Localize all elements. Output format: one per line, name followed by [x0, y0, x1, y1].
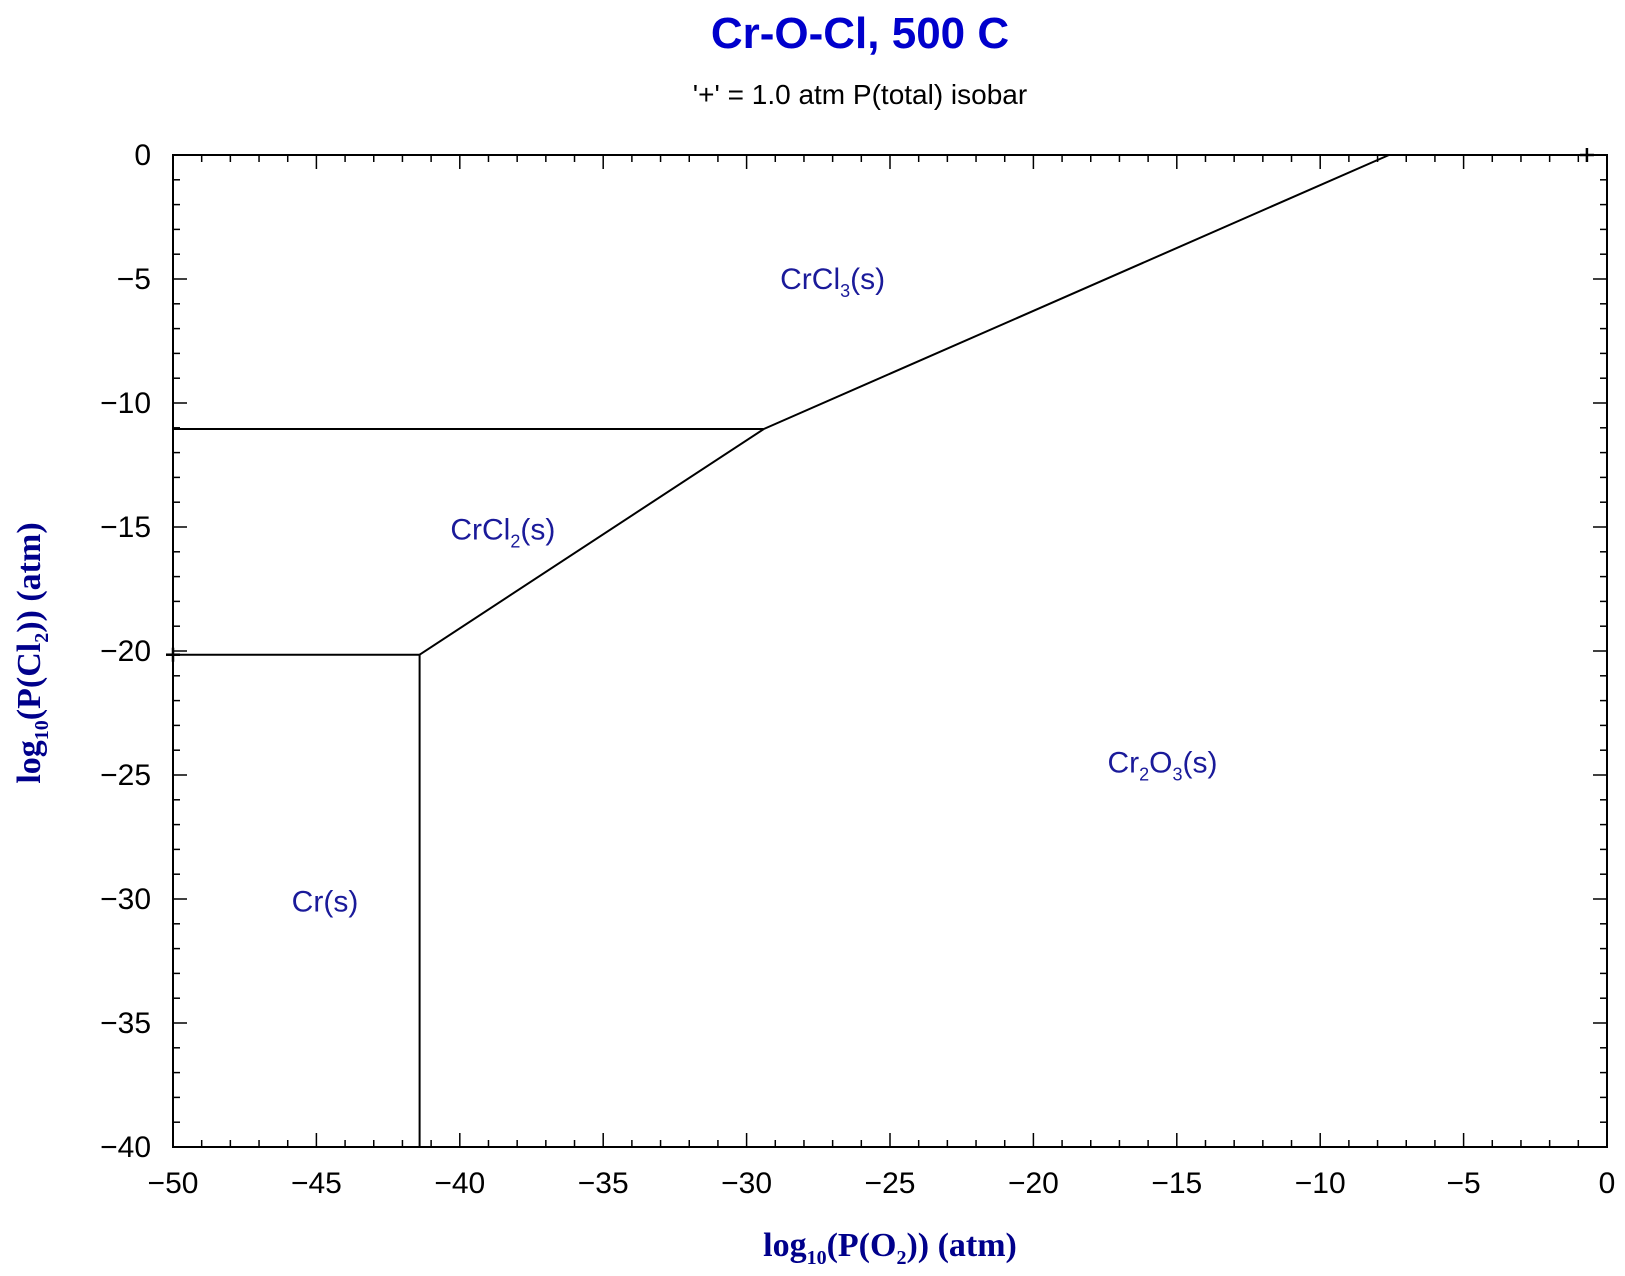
y-tick-label: −5 — [117, 263, 151, 296]
x-tick-label: −40 — [434, 1167, 485, 1200]
x-tick-label: −45 — [291, 1167, 342, 1200]
x-axis-label-post: )) (atm) — [906, 1227, 1016, 1264]
y-tick-label: −10 — [100, 387, 151, 420]
phase-boundaries — [173, 154, 1390, 1147]
x-axis-label-mid: (P(O — [827, 1227, 897, 1264]
y-tick-label: −20 — [100, 635, 151, 668]
x-axis-label: log10(P(O2)) (atm) — [763, 1227, 1017, 1269]
boundary-CrCl3-Cr2O3 — [763, 154, 1390, 430]
y-axis-label-sub2: 2 — [31, 633, 53, 643]
region-label: Cr(s) — [292, 885, 359, 918]
x-tick-label: −5 — [1446, 1167, 1480, 1200]
x-tick-label: −10 — [1295, 1167, 1346, 1200]
region-label: CrCl3(s) — [780, 263, 885, 301]
x-tick-label: −25 — [865, 1167, 916, 1200]
region-labels: CrCl3(s) CrCl2(s) Cr2O3(s) Cr(s) — [292, 263, 1218, 918]
x-axis-label-sub1: 10 — [807, 1247, 827, 1269]
y-tick-label: −35 — [100, 1007, 151, 1040]
isobar-plus-marker — [166, 647, 180, 662]
x-tick-label: −50 — [148, 1167, 199, 1200]
region-label: Cr2O3(s) — [1107, 747, 1217, 785]
tick-marks — [172, 154, 1608, 1148]
isobar-markers — [166, 148, 1594, 662]
y-axis-label-post: )) (atm) — [11, 522, 48, 632]
x-tick-label: −20 — [1008, 1167, 1059, 1200]
y-tick-label: 0 — [134, 139, 151, 172]
y-tick-label: −15 — [100, 511, 151, 544]
x-tick-labels: −50 −45 −40 −35 −30 −25 −20 −15 −10 −5 0 — [148, 1167, 1616, 1200]
x-tick-label: 0 — [1599, 1167, 1616, 1200]
y-axis-label: log10(P(Cl2)) (atm) — [11, 522, 53, 783]
x-tick-label: −30 — [721, 1167, 772, 1200]
x-axis-label-pre: log — [763, 1227, 806, 1264]
chart-title: Cr-O-Cl, 500 C — [711, 9, 1009, 58]
region-label: CrCl2(s) — [450, 513, 555, 551]
boundary-CrCl2-Cr2O3 — [419, 428, 765, 656]
y-axis-label-pre: log — [11, 740, 48, 783]
y-tick-label: −30 — [100, 883, 151, 916]
y-axis-label-sub1: 10 — [31, 720, 53, 740]
y-tick-label: −25 — [100, 759, 151, 792]
y-tick-label: −40 — [100, 1131, 151, 1164]
isobar-plus-marker — [1579, 148, 1594, 162]
plot-frame — [172, 154, 1608, 1148]
chart-subtitle: '+' = 1.0 atm P(total) isobar — [693, 79, 1027, 110]
x-tick-label: −15 — [1151, 1167, 1202, 1200]
y-axis-label-mid: (P(Cl — [11, 643, 48, 720]
x-axis-label-sub2: 2 — [896, 1247, 906, 1269]
y-tick-labels: 0 −5 −10 −15 −20 −25 −30 −35 −40 — [100, 139, 151, 1164]
x-tick-label: −35 — [578, 1167, 629, 1200]
